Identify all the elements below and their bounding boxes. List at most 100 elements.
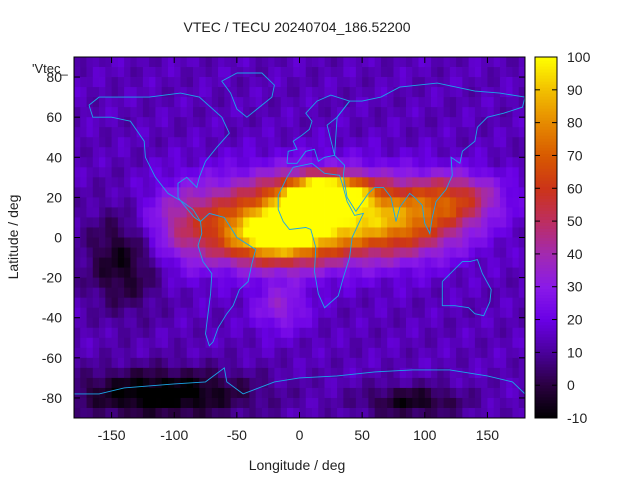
heatmap-cell xyxy=(211,247,219,258)
heatmap-cell xyxy=(243,367,250,379)
heatmap-cell xyxy=(155,177,163,188)
heatmap-cell xyxy=(431,147,438,158)
heatmap-cell xyxy=(280,207,288,218)
heatmap-cell xyxy=(174,287,181,299)
heatmap-cell xyxy=(362,277,369,289)
heatmap-cell xyxy=(142,307,150,319)
heatmap-cell xyxy=(280,137,288,148)
colorbar-segment xyxy=(535,123,557,127)
heatmap-cell xyxy=(449,77,457,88)
heatmap-cell xyxy=(149,187,156,198)
heatmap-cell xyxy=(443,237,451,248)
heatmap-cell xyxy=(399,267,407,279)
heatmap-cell xyxy=(518,237,525,248)
heatmap-cell xyxy=(487,277,495,289)
heatmap-cell xyxy=(274,77,282,88)
heatmap-cell xyxy=(405,257,413,268)
heatmap-cell xyxy=(324,387,332,399)
heatmap-cell xyxy=(506,237,513,248)
heatmap-cell xyxy=(424,137,432,148)
heatmap-cell xyxy=(92,317,100,329)
heatmap-cell xyxy=(499,317,507,329)
colorbar-segment xyxy=(535,189,557,193)
heatmap-cell xyxy=(124,137,131,148)
heatmap-cell xyxy=(211,67,219,78)
heatmap-cell xyxy=(299,347,307,359)
heatmap-cell xyxy=(412,247,419,258)
heatmap-cell xyxy=(261,277,269,289)
heatmap-cell xyxy=(393,167,401,178)
heatmap-cell xyxy=(506,107,513,118)
heatmap-cell xyxy=(205,117,213,128)
heatmap-cell xyxy=(387,357,394,369)
heatmap-cell xyxy=(92,357,100,369)
heatmap-cell xyxy=(186,367,194,379)
colorbar-segment xyxy=(535,84,557,88)
heatmap-cell xyxy=(86,177,94,188)
heatmap-cell xyxy=(211,377,219,389)
heatmap-cell xyxy=(349,257,357,268)
heatmap-cell xyxy=(249,57,257,68)
heatmap-cell xyxy=(211,357,219,369)
heatmap-cell xyxy=(387,307,394,319)
heatmap-cell xyxy=(92,197,100,208)
heatmap-cell xyxy=(111,337,119,349)
heatmap-cell xyxy=(111,347,119,359)
heatmap-cell xyxy=(86,157,94,168)
heatmap-cell xyxy=(167,267,175,279)
heatmap-cell xyxy=(368,137,376,148)
colorbar-segment xyxy=(535,147,557,151)
heatmap-cell xyxy=(186,147,194,158)
heatmap-cell xyxy=(512,297,520,309)
heatmap-cell xyxy=(268,137,275,148)
colorbar-segment xyxy=(535,222,557,226)
heatmap-cell xyxy=(142,337,150,349)
heatmap-cell xyxy=(155,257,163,268)
heatmap-cell xyxy=(349,367,357,379)
heatmap-cell xyxy=(374,157,382,168)
heatmap-cell xyxy=(230,137,238,148)
heatmap-cell xyxy=(499,87,507,98)
heatmap-cell xyxy=(512,207,520,218)
heatmap-cell xyxy=(499,197,507,208)
heatmap-cell xyxy=(286,247,294,258)
heatmap-cell xyxy=(324,287,332,299)
heatmap-cell xyxy=(199,327,206,339)
heatmap-cell xyxy=(199,217,206,228)
heatmap-cell xyxy=(230,87,238,98)
heatmap-cell xyxy=(261,377,269,389)
heatmap-cell xyxy=(249,77,257,88)
heatmap-cell xyxy=(362,317,369,329)
heatmap-cell xyxy=(393,197,401,208)
heatmap-cell xyxy=(243,167,250,178)
heatmap-cell xyxy=(506,127,513,138)
heatmap-cell xyxy=(124,77,131,88)
heatmap-cell xyxy=(443,297,451,309)
heatmap-cell xyxy=(117,267,125,279)
heatmap-cell xyxy=(224,397,231,409)
heatmap-cell xyxy=(393,157,401,168)
heatmap-cell xyxy=(86,387,94,399)
heatmap-cell xyxy=(111,217,119,228)
heatmap-cell xyxy=(387,407,394,418)
heatmap-cell xyxy=(481,337,488,349)
heatmap-cell xyxy=(393,77,401,88)
heatmap-cell xyxy=(218,347,225,359)
heatmap-cell xyxy=(80,317,87,329)
heatmap-cell xyxy=(418,377,426,389)
heatmap-cell xyxy=(230,247,238,258)
heatmap-cell xyxy=(142,237,150,248)
heatmap-cell xyxy=(449,197,457,208)
heatmap-cell xyxy=(487,247,495,258)
heatmap-cell xyxy=(374,267,382,279)
heatmap-cell xyxy=(142,127,150,138)
heatmap-cell xyxy=(74,387,81,399)
heatmap-cell xyxy=(506,307,513,319)
heatmap-cell xyxy=(506,137,513,148)
heatmap-cell xyxy=(374,167,382,178)
heatmap-cell xyxy=(506,247,513,258)
heatmap-cell xyxy=(355,177,363,188)
heatmap-cell xyxy=(474,187,482,198)
heatmap-cell xyxy=(230,207,238,218)
heatmap-cell xyxy=(180,207,188,218)
